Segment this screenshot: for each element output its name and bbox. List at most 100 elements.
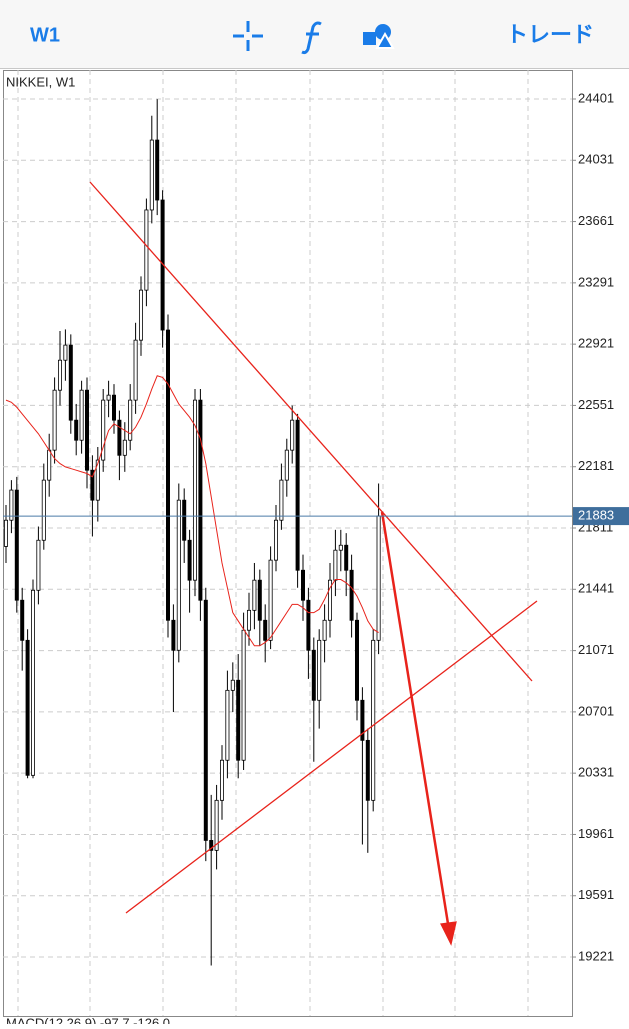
candle-body-up (317, 639, 322, 701)
candle-body-down (14, 489, 19, 601)
y-tick-label: 21071 (578, 642, 614, 657)
grid (3, 70, 576, 1016)
y-tick-label: 22551 (578, 397, 614, 412)
candle-body-up (101, 399, 106, 461)
candle-body-down (300, 569, 305, 601)
candle-body-down (155, 139, 160, 201)
candle-body-up (4, 519, 9, 547)
candle-body-up (149, 139, 154, 211)
candle-body-up (327, 579, 332, 621)
candle-body-down (311, 649, 316, 701)
candle-body-up (214, 799, 219, 851)
candle-body-up (322, 619, 327, 641)
candle-body-up (52, 389, 57, 451)
candle-body-up (279, 479, 284, 521)
candle-body-up (241, 629, 246, 761)
candle-body-down (112, 394, 117, 421)
candle-body-down (203, 599, 208, 841)
candle-body-up (246, 609, 251, 631)
candle-body-down (20, 599, 25, 641)
candle-body-up (268, 559, 273, 641)
candle-body-up (9, 489, 14, 521)
candle-body-down (360, 699, 365, 741)
candle-body-up (252, 579, 257, 611)
y-tick-label: 20331 (578, 765, 614, 780)
candle-body-down (236, 679, 241, 761)
trend-line (89, 181, 533, 682)
candle-body-down (306, 599, 311, 651)
plot-frame (3, 70, 573, 1017)
candle-body-up (371, 639, 376, 801)
trade-button[interactable]: トレード (506, 22, 594, 47)
y-tick-label: 23661 (578, 213, 614, 228)
candle-body-down (74, 419, 79, 441)
arrow-line (380, 511, 451, 931)
candle-body-up (230, 679, 235, 691)
y-tick-label: 19591 (578, 887, 614, 902)
candles (4, 99, 381, 966)
drawings (89, 181, 538, 946)
candle-body-up (225, 689, 230, 761)
candle-body-down (295, 419, 300, 571)
candle-body-down (117, 419, 122, 456)
candle-body-up (79, 389, 84, 441)
y-tick-label: 24401 (578, 90, 614, 105)
trend-line (125, 600, 538, 914)
candle-body-up (58, 359, 63, 391)
candle-body-up (106, 394, 111, 401)
arrow-head (440, 921, 457, 946)
current-price-badge (573, 507, 629, 526)
candle-body-up (47, 449, 52, 481)
moving-average (5, 375, 379, 647)
candle-body-down (209, 840, 214, 851)
y-tick-label: 19961 (578, 826, 614, 841)
y-tick-label: 23291 (578, 274, 614, 289)
candle-body-up (138, 289, 143, 341)
indicator-icon[interactable] (301, 21, 322, 55)
candle-body-down (344, 544, 349, 571)
candle-body-down (198, 399, 203, 601)
candle-body-up (41, 479, 46, 541)
candle-body-down (68, 344, 73, 421)
candle-body-up (376, 515, 381, 641)
candle-body-down (354, 619, 359, 701)
timeframe-button[interactable]: W1 (30, 24, 60, 46)
y-tick-label: 21441 (578, 581, 614, 596)
candle-body-up (338, 544, 343, 551)
y-tick-label: 19221 (578, 948, 614, 963)
candle-body-down (365, 739, 370, 801)
candle-body-up (95, 459, 100, 501)
candle-body-down (90, 469, 95, 501)
candle-body-up (219, 759, 224, 801)
candle-body-up (273, 519, 278, 561)
candle-body-down (85, 389, 90, 471)
candle-body-up (333, 549, 338, 581)
y-tick-label: 20701 (578, 703, 614, 718)
candle-body-up (290, 419, 295, 451)
objects-icon[interactable] (363, 24, 395, 49)
candle-body-up (122, 439, 127, 456)
candle-body-down (171, 619, 176, 651)
crosshair-icon[interactable] (233, 21, 263, 51)
candle-body-down (25, 639, 30, 776)
candle-body-up (63, 344, 68, 361)
y-tick-label: 24031 (578, 152, 614, 167)
candle-body-down (263, 619, 268, 641)
current-price-label: 21883 (578, 508, 614, 523)
candle-body-up (133, 339, 138, 401)
candle-body-down (182, 499, 187, 541)
candle-body-down (187, 539, 192, 581)
candle-body-up (144, 209, 149, 291)
candle-body-down (257, 579, 262, 621)
candle-body-up (176, 499, 181, 651)
candle-body-up (30, 589, 35, 776)
candle-body-down (165, 329, 170, 621)
candle-body-up (192, 399, 197, 581)
candle-body-up (36, 539, 41, 591)
y-tick-label: 22921 (578, 336, 614, 351)
y-tick-label: 22181 (578, 458, 614, 473)
indicator-label: MACD(12,26,9) -97.7 -126.0 (6, 1015, 170, 1024)
candle-body-up (128, 399, 133, 441)
